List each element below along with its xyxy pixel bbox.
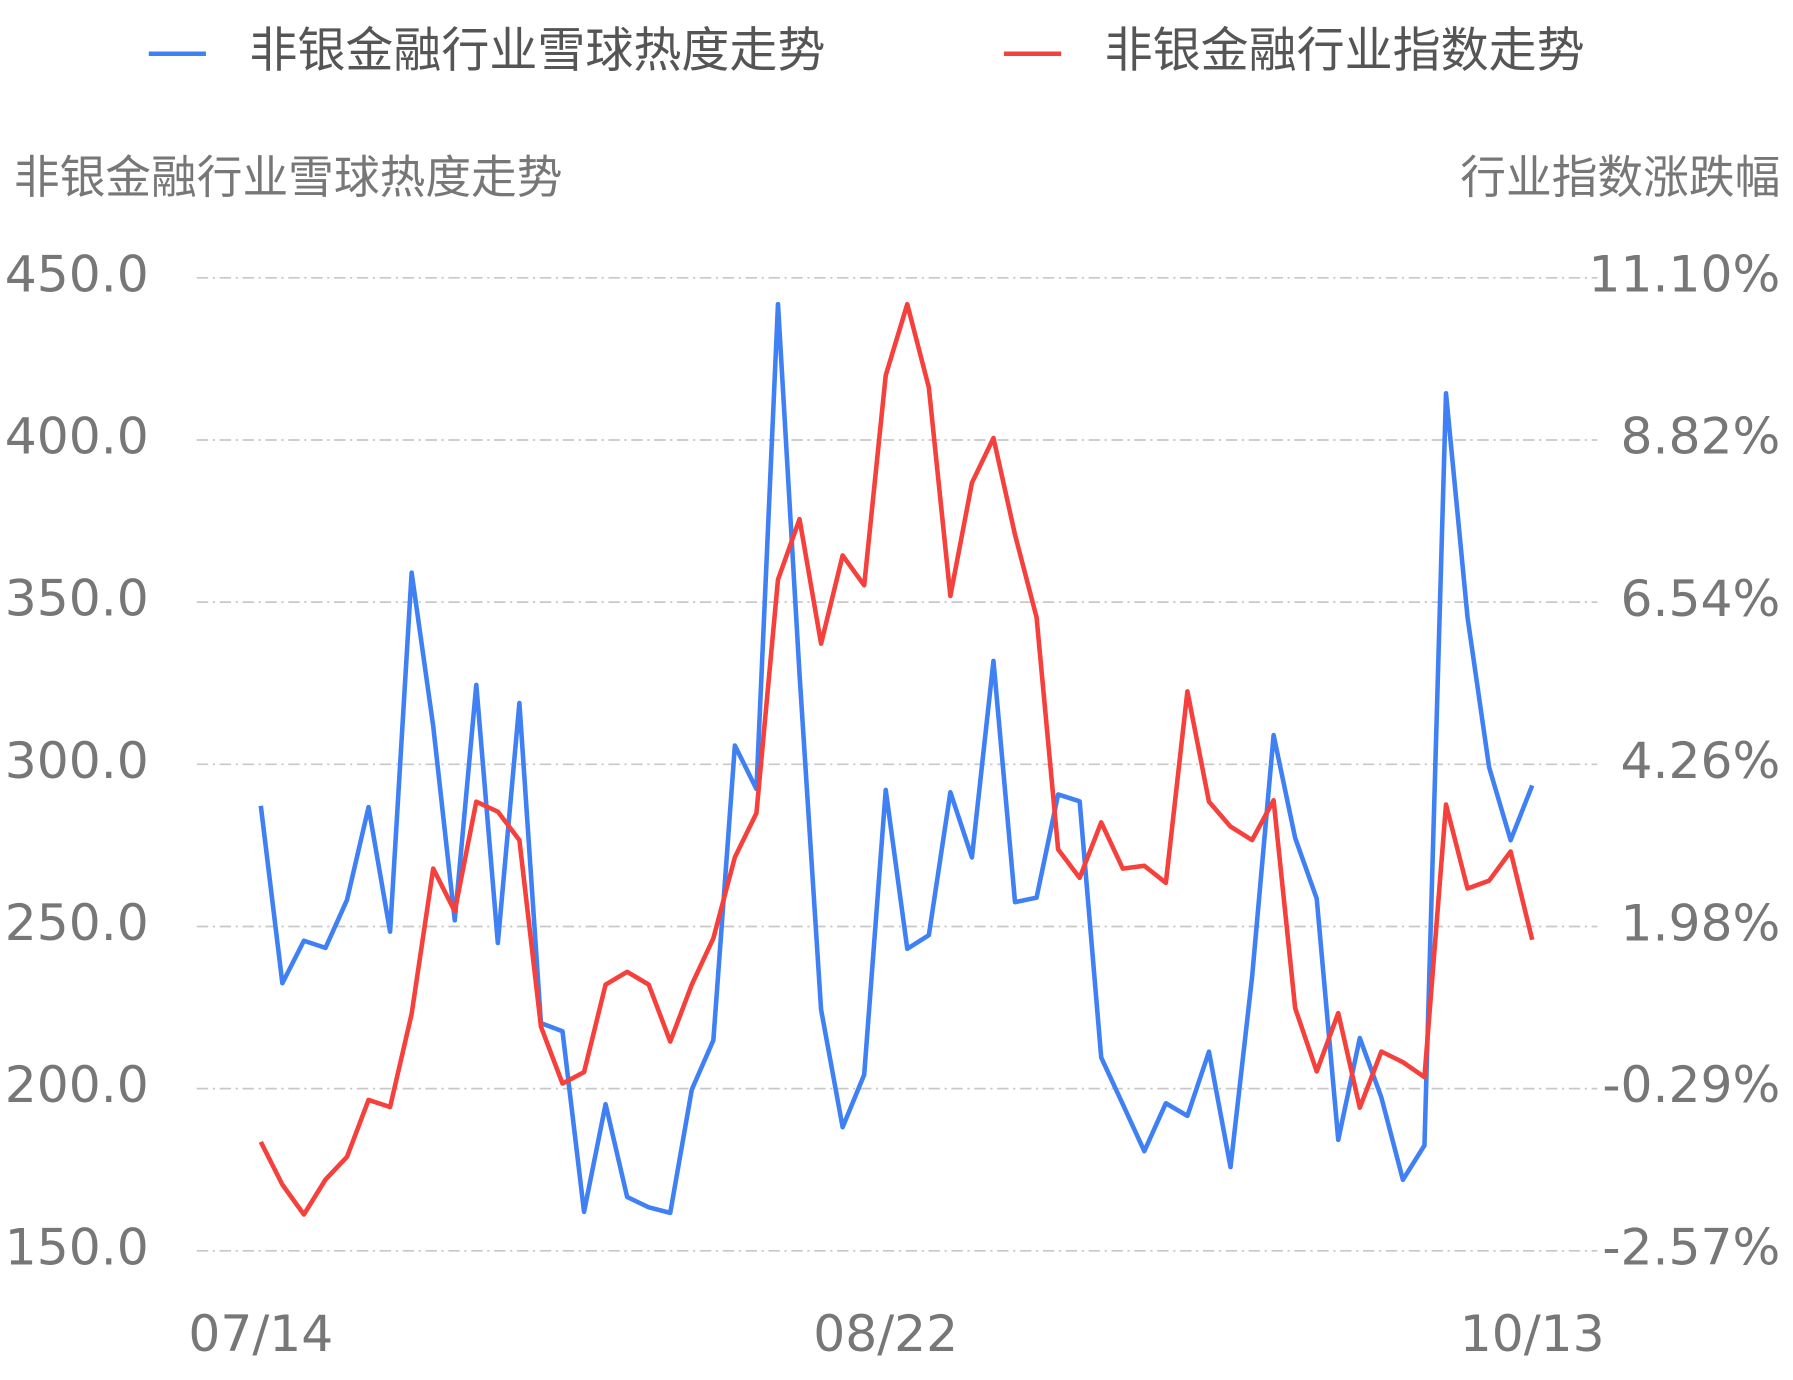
legend-label: 非银金融行业雪球热度走势 xyxy=(249,23,825,79)
y-tick-label: 200.0 xyxy=(5,1055,149,1114)
x-tick-label: 07/14 xyxy=(188,1304,333,1363)
y-tick-label: 300.0 xyxy=(5,731,149,790)
y2-tick-label: -2.57% xyxy=(1602,1217,1780,1276)
y-tick-label: 400.0 xyxy=(5,406,149,465)
x-tick-label: 10/13 xyxy=(1460,1304,1605,1363)
y-tick-label: 350.0 xyxy=(5,569,149,628)
y2-tick-label: 6.54% xyxy=(1621,569,1781,628)
y-tick-label: 450.0 xyxy=(5,244,149,303)
legend-label: 非银金融行业指数走势 xyxy=(1105,23,1585,79)
x-tick-label: 08/22 xyxy=(813,1304,958,1363)
y2-tick-label: 4.26% xyxy=(1621,731,1781,790)
y-tick-label: 250.0 xyxy=(5,893,149,952)
y-tick-label: 150.0 xyxy=(5,1217,149,1276)
y2-tick-label: 1.98% xyxy=(1621,893,1781,952)
y2-tick-label: 8.82% xyxy=(1621,407,1781,466)
y2-axis-title: 行业指数涨跌幅 xyxy=(1460,151,1780,204)
data-line xyxy=(258,301,1535,1216)
y2-tick-label: 11.10% xyxy=(1588,244,1780,303)
y-axis-title: 非银金融行业雪球热度走势 xyxy=(14,151,563,204)
data-line xyxy=(258,301,1535,1217)
y2-tick-label: -0.29% xyxy=(1602,1055,1780,1114)
